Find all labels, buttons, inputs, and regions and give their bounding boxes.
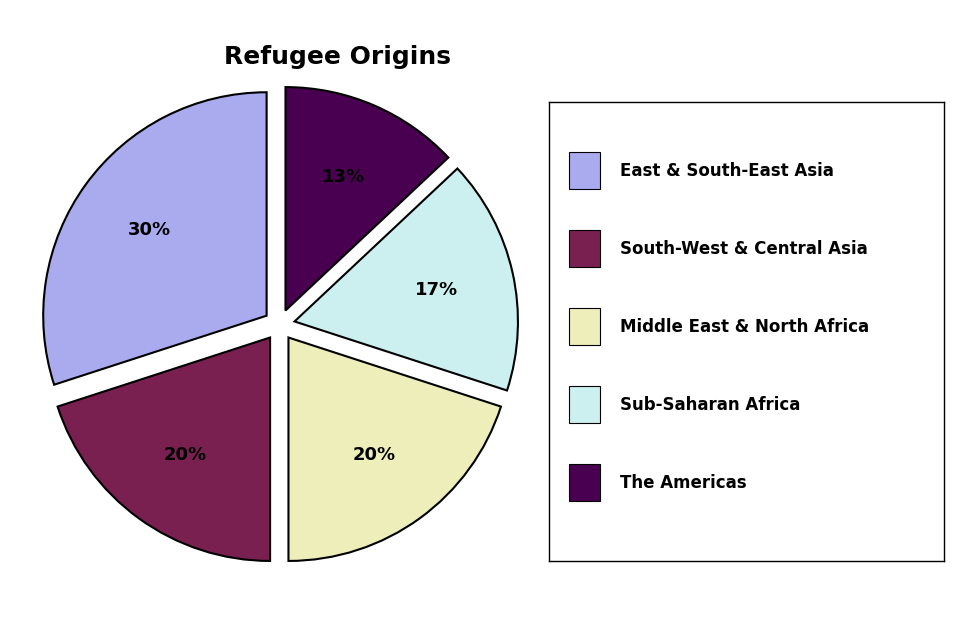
Wedge shape — [58, 338, 270, 561]
Text: 30%: 30% — [127, 221, 170, 240]
FancyBboxPatch shape — [568, 231, 600, 267]
Text: 20%: 20% — [352, 446, 396, 464]
Text: 20%: 20% — [163, 446, 206, 464]
FancyBboxPatch shape — [568, 308, 600, 345]
Text: South-West & Central Asia: South-West & Central Asia — [620, 240, 868, 258]
FancyBboxPatch shape — [568, 464, 600, 501]
Text: Refugee Origins: Refugee Origins — [223, 45, 451, 69]
FancyBboxPatch shape — [568, 386, 600, 423]
Text: East & South-East Asia: East & South-East Asia — [620, 162, 834, 180]
Text: 17%: 17% — [415, 281, 457, 299]
Wedge shape — [43, 92, 267, 385]
FancyBboxPatch shape — [568, 152, 600, 189]
Text: Middle East & North Africa: Middle East & North Africa — [620, 318, 869, 336]
Text: Sub-Saharan Africa: Sub-Saharan Africa — [620, 396, 800, 413]
Text: The Americas: The Americas — [620, 473, 746, 492]
Wedge shape — [289, 338, 501, 561]
Wedge shape — [295, 169, 518, 390]
Text: 13%: 13% — [322, 168, 365, 186]
Wedge shape — [285, 87, 449, 310]
